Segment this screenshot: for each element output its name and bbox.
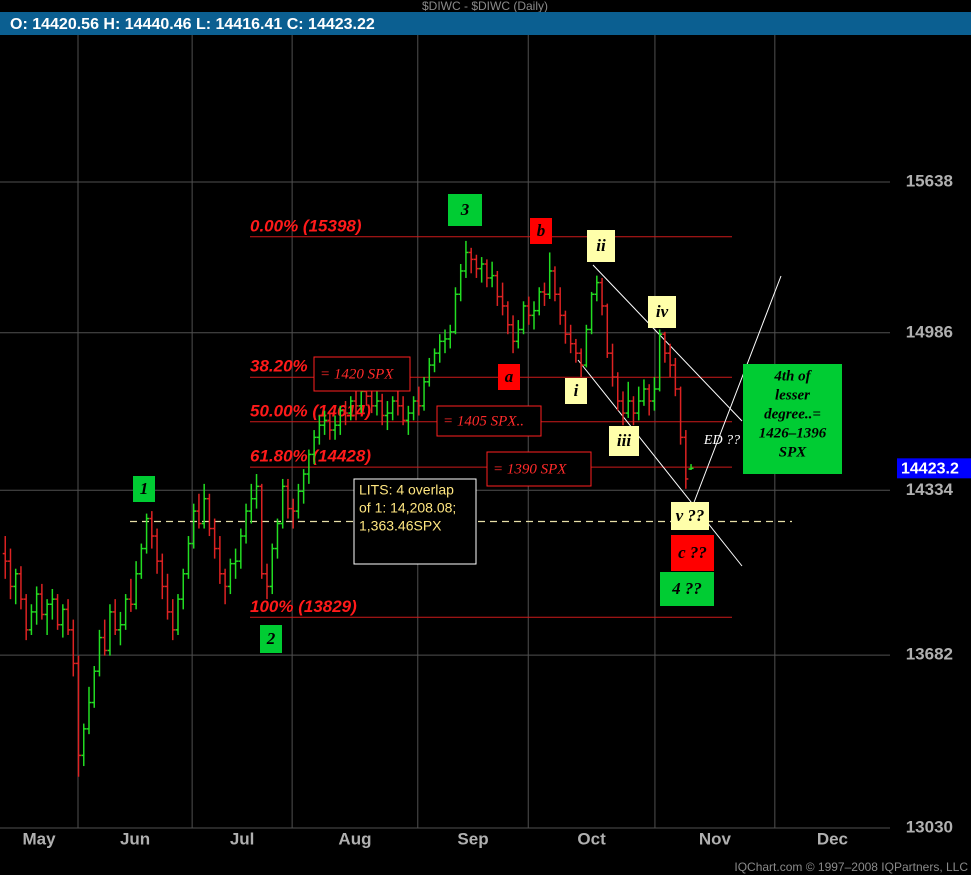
wave-label-box <box>648 296 676 328</box>
wave-label-box <box>133 476 155 502</box>
annotation-text: ii <box>596 236 606 255</box>
ohlc-header-bar <box>0 12 971 35</box>
ohlc-label: L: <box>196 16 211 33</box>
x-tick-label: Jul <box>230 829 255 848</box>
ohlc-label: H: <box>103 16 120 33</box>
ohlc-label: C: <box>287 16 304 33</box>
ohlc-label: O: <box>10 16 28 33</box>
wave-label-box <box>671 502 709 530</box>
x-tick-label: Jun <box>120 829 150 848</box>
x-tick-label: Oct <box>577 829 606 848</box>
annotation-text: a <box>505 367 514 386</box>
annotation-text: b <box>537 221 546 240</box>
ohlc-value: 14416.41 <box>216 16 283 33</box>
spx-label-box <box>486 451 592 487</box>
y-tick-label: 13682 <box>906 645 953 664</box>
annotation-text: 4 ?? <box>671 579 702 598</box>
wave-label-box <box>660 572 714 606</box>
ohlc-value: 14420.56 <box>32 16 99 33</box>
fib-level-label: 38.20% <box>250 357 308 376</box>
annotation-text: c ?? <box>678 543 707 562</box>
fib-level-label: 50.00% (14614) <box>250 401 371 420</box>
wave-label-box <box>565 378 587 404</box>
x-tick-label: Nov <box>699 829 732 848</box>
x-tick-label: Aug <box>338 829 371 848</box>
ohlc-value: 14423.22 <box>308 16 375 33</box>
note-line: of 1: 14,208.08; <box>359 500 456 516</box>
x-tick-label: Dec <box>817 829 848 848</box>
annotation-text: = 1420 SPX <box>320 366 394 382</box>
annotation-text: 1 <box>140 479 149 498</box>
ohlc-value: 14440.46 <box>125 16 192 33</box>
note-line: 1,363.46SPX <box>359 518 442 534</box>
wave-label-box <box>587 230 615 262</box>
wave-label-box <box>530 218 552 244</box>
y-tick-label: 14986 <box>906 322 953 341</box>
annotation-text: v ?? <box>676 506 705 525</box>
last-price-tag <box>897 458 971 479</box>
wave-label-box <box>448 194 482 226</box>
fib-level-label: 0.00% (15398) <box>250 216 362 235</box>
annotation-text: ED ?? <box>703 433 740 448</box>
fib-level-label: 100% (13829) <box>250 597 357 616</box>
wave-label-box <box>671 535 714 571</box>
last-price-label: 14423.2 <box>901 461 959 478</box>
note-line: 4th of <box>773 368 812 384</box>
y-tick-label: 15638 <box>906 172 953 191</box>
y-tick-label: 13030 <box>906 817 953 836</box>
note-line: degree..= <box>764 406 821 422</box>
spx-label-box <box>436 405 542 437</box>
y-tick-label: 14334 <box>906 480 954 499</box>
note-box <box>743 364 842 474</box>
annotation-text: 3 <box>460 200 470 219</box>
wave-label-box <box>498 364 520 390</box>
chart-title: $DIWC - $DIWC (Daily) <box>422 0 548 13</box>
trend-line <box>592 264 743 422</box>
wave-label-box <box>260 625 282 653</box>
note-line: LITS: 4 overlap <box>359 482 454 498</box>
trend-line <box>692 275 782 506</box>
annotation-text: 2 <box>266 629 276 648</box>
annotation-text: iii <box>617 431 631 450</box>
footer: IQChart.com © 1997–2008 IQPartners, LLC <box>734 860 968 874</box>
annotation-text: = 1405 SPX.. <box>443 413 524 429</box>
ohlc-header: O: 14420.56 H: 14440.46 L: 14416.41 C: 1… <box>10 16 375 33</box>
note-line: lesser <box>775 387 810 403</box>
note-line: 1426–1396 <box>759 425 827 441</box>
annotation-text: iv <box>656 302 669 321</box>
annotation-text: = 1390 SPX <box>493 461 567 477</box>
note-box <box>353 478 477 565</box>
annotation-text: i <box>574 381 579 400</box>
x-tick-label: May <box>22 829 56 848</box>
fib-level-label: 61.80% (14428) <box>250 447 371 466</box>
trend-line <box>577 359 743 567</box>
x-tick-label: Sep <box>457 829 488 848</box>
note-line: SPX <box>779 444 808 460</box>
wave-label-box <box>609 426 639 456</box>
spx-label-box <box>313 356 411 392</box>
